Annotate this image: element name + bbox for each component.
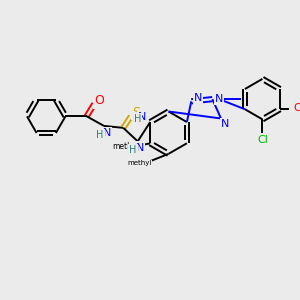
Text: Cl: Cl: [257, 135, 268, 145]
Text: methyl: methyl: [112, 142, 139, 151]
Text: N: N: [138, 112, 147, 122]
Text: N: N: [215, 94, 223, 104]
Text: N: N: [103, 128, 111, 138]
Text: H: H: [97, 130, 104, 140]
Text: H: H: [129, 145, 137, 155]
Text: N: N: [220, 119, 229, 129]
Text: N: N: [136, 143, 144, 153]
Text: H: H: [134, 114, 141, 124]
Text: O: O: [94, 94, 104, 107]
Text: O: O: [294, 103, 300, 113]
Text: S: S: [132, 106, 140, 119]
Text: methyl: methyl: [128, 160, 152, 166]
Text: N: N: [194, 94, 202, 103]
